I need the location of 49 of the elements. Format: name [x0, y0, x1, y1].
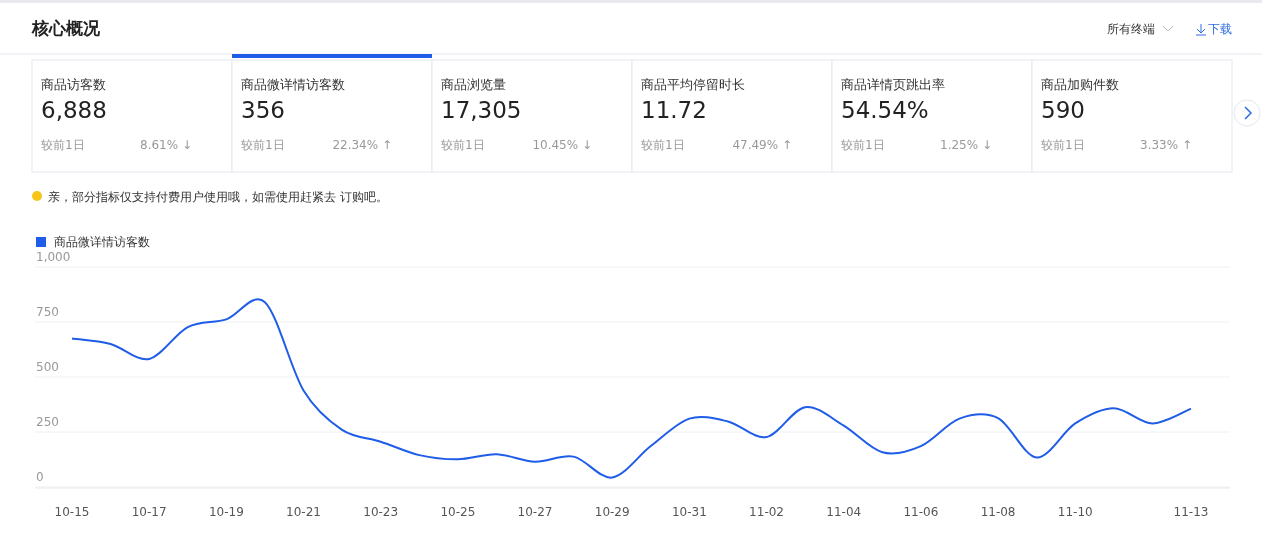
x-tick-label: 10-21 [286, 505, 321, 519]
text: 下载 [1208, 22, 1232, 36]
y-tick-label: 250 [36, 415, 59, 429]
text: 590 [1041, 97, 1085, 123]
x-tick-label: 10-17 [131, 505, 167, 519]
text: 较前1日 [641, 138, 685, 152]
x-tick-label: 10-23 [363, 505, 399, 519]
x-tick-label: 10-31 [671, 505, 707, 519]
text: 商品详情页跳出率 [841, 77, 945, 92]
text: 22.34% ↑ [332, 138, 392, 152]
text: 8.61% ↓ [140, 138, 192, 152]
x-tick-label: 11-06 [903, 505, 939, 519]
x-tick-label: 11-02 [749, 505, 784, 519]
x-tick-label: 10-29 [594, 505, 630, 519]
text: 商品访客数 [41, 77, 106, 92]
x-tick-label: 10-25 [440, 505, 476, 519]
text: 6,888 [41, 97, 107, 123]
text: 47.49% ↑ [732, 138, 792, 152]
x-tick-label: 10-15 [54, 505, 90, 519]
text: 所有终端 [1107, 22, 1155, 36]
x-tick-label: 10-19 [208, 505, 244, 519]
text: 商品微详情访客数 [241, 77, 345, 92]
x-tick-label: 11-08 [980, 505, 1016, 519]
y-tick-label: 0 [36, 470, 44, 484]
text: 较前1日 [841, 138, 885, 152]
text: 356 [241, 97, 285, 123]
text: 较前1日 [441, 138, 485, 152]
text: 11.72 [641, 97, 707, 123]
legend-label: 商品微详情访客数 [54, 235, 150, 249]
x-tick-label: 11-04 [826, 505, 862, 519]
text: 较前1日 [241, 138, 285, 152]
text: 17,305 [441, 97, 522, 123]
text: 54.54% [841, 97, 929, 123]
text: 商品加购件数 [1041, 77, 1119, 92]
x-tick-label: 11-13 [1173, 505, 1209, 519]
text: 核心概况 [31, 18, 101, 38]
y-tick-label: 1,000 [36, 250, 71, 264]
x-tick-label: 10-27 [517, 505, 553, 519]
text: 1.25% ↓ [940, 138, 992, 152]
text: 3.33% ↑ [1140, 138, 1192, 152]
text: 亲，部分指标仅支持付费用户使用哦，如需使用赶紧去 订购吧。 [48, 190, 388, 204]
text: 较前1日 [41, 138, 85, 152]
text: 10.45% ↓ [532, 138, 592, 152]
text: 商品平均停留时长 [641, 77, 745, 92]
y-tick-label: 500 [36, 360, 59, 374]
x-tick-label: 11-10 [1057, 505, 1093, 519]
text: 商品浏览量 [441, 77, 506, 92]
text: 较前1日 [1041, 138, 1085, 152]
y-tick-label: 750 [36, 305, 59, 319]
